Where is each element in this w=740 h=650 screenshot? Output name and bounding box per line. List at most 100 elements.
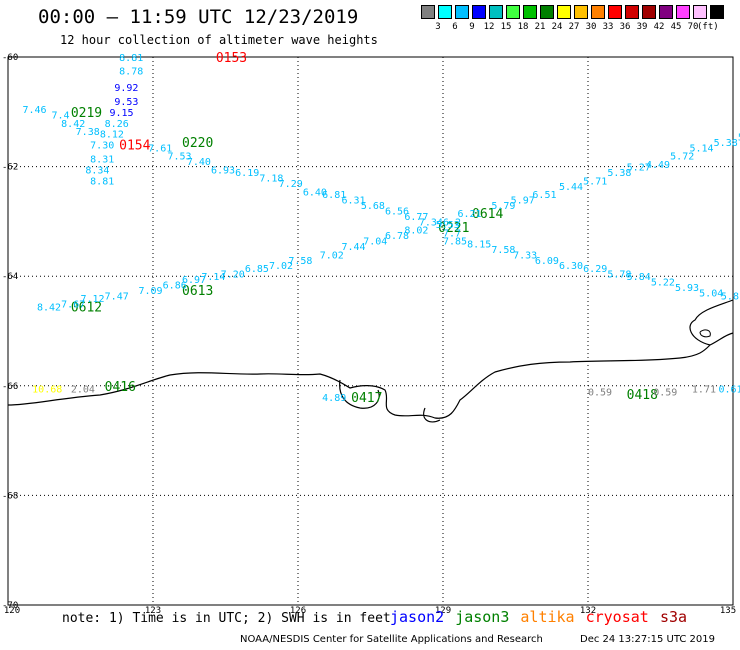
legend-jason3: jason3 (455, 608, 510, 626)
legend-s3a: s3a (660, 608, 688, 626)
swh-value: 10.68 (32, 385, 62, 396)
swh-value: 5.78 (607, 269, 631, 280)
swh-value: 9.92 (114, 83, 138, 94)
swh-value: 5.27 (627, 163, 651, 174)
scale-unit: (ft) (697, 22, 719, 32)
lat-tick-label: -70 (2, 601, 18, 611)
swh-value: 6.31 (342, 195, 366, 206)
axis-ticks: 120 123 126 129 132 135 -60 -62 -64 -66 -68 -70 (2, 53, 736, 616)
pass-time-label: 0614 (472, 207, 503, 222)
swh-value: 5.13 (738, 132, 740, 143)
swh-value: 6.85 (245, 264, 269, 275)
scale-label: 30 (585, 22, 597, 32)
swh-value: 6.56 (385, 206, 409, 217)
coastline-bay (423, 407, 441, 423)
scale-swatch (608, 5, 622, 19)
swh-value: 0.59 (588, 387, 612, 398)
scale-swatch (659, 5, 673, 19)
pass-time-label: 0220 (182, 136, 213, 151)
scale-label: 9 (469, 22, 475, 32)
swh-value: 8.42 (37, 302, 61, 313)
scale-swatch (540, 5, 554, 19)
note-text: note: 1) Time is in UTC; 2) SWH is in fe… (62, 611, 391, 626)
scale-label: 21 (534, 22, 546, 32)
scale-label: 33 (602, 22, 614, 32)
scale-swatch (642, 5, 656, 19)
swh-value: 6.51 (532, 190, 556, 201)
swh-value: 9.15 (110, 108, 134, 119)
lon-tick-label: 135 (720, 606, 736, 616)
swh-value: 7.40 (187, 157, 211, 168)
swh-value: 2.04 (71, 385, 95, 396)
timestamp-text: Dec 24 13:27:15 UTC 2019 (580, 634, 715, 645)
scale-swatch (421, 5, 435, 19)
scale-swatch (523, 5, 537, 19)
lat-tick-label: -62 (2, 163, 18, 173)
swh-values: 8.818.789.929.539.157.46 7.48.268.427.38 8… (23, 53, 740, 404)
swh-value: 5.53 (436, 220, 460, 231)
pass-time-label: 0612 (71, 300, 102, 315)
scale-label: 27 (568, 22, 580, 32)
coastline (7, 299, 734, 419)
swh-value: 6.19 (235, 168, 259, 179)
swh-value: 6.2 (443, 217, 461, 228)
lon-tick-label: 129 (435, 606, 451, 616)
scale-swatch (489, 5, 503, 19)
pass-time-label: 0613 (182, 284, 213, 299)
swh-value: 8.78 (119, 67, 143, 78)
swh-value: 0.61 (719, 385, 740, 396)
swh-value: 8.81 (90, 176, 114, 187)
swh-value: 6.81 (322, 190, 346, 201)
map-title: 00:00 – 11:59 UTC 12/23/2019 (38, 6, 359, 28)
legend-jason2: jason2 (390, 608, 445, 626)
scale-swatch (574, 5, 588, 19)
lon-tick-label: 123 (145, 606, 161, 616)
scale-label: 42 (653, 22, 665, 32)
swh-value: 7.47 (105, 291, 129, 302)
swh-value: 8.34 (85, 165, 109, 176)
swh-value: 5.84 (627, 272, 651, 283)
swh-value: 6.40 (303, 187, 327, 198)
swh-value: 8.15 (467, 239, 491, 250)
map-subtitle: 12 hour collection of altimeter wave hei… (60, 33, 378, 47)
scale-swatch (693, 5, 707, 19)
swh-value: 4.89 (322, 393, 346, 404)
scale-label: 18 (517, 22, 529, 32)
map-frame (7, 56, 734, 606)
swh-value: 5.97 (511, 195, 535, 206)
scale-swatch (625, 5, 639, 19)
swh-value: 7.34 (419, 217, 443, 228)
swh-value: 7.58 (491, 245, 515, 256)
swh-value: 5.38 (607, 168, 631, 179)
scale-label: 15 (500, 22, 512, 32)
scale-label: 70 (687, 22, 699, 32)
swh-value: 7.33 (513, 250, 537, 261)
scale-swatch (591, 5, 605, 19)
scale-label: 3 (435, 22, 441, 32)
swh-value: 7.09 (139, 286, 163, 297)
credit-text: NOAA/NESDIS Center for Satellite Applica… (240, 634, 543, 645)
scale-label: 12 (483, 22, 495, 32)
swh-value: 4.49 (646, 160, 670, 171)
scale-swatch (506, 5, 520, 19)
scale-swatch (557, 5, 571, 19)
swh-value: 8.12 (100, 130, 124, 141)
swh-value: 7.02 (269, 261, 293, 272)
scale-label: 39 (636, 22, 648, 32)
swh-value: 5.38 (714, 138, 738, 149)
legend-cryosat: cryosat (585, 608, 649, 626)
swh-value: 7.58 (288, 256, 312, 267)
lat-tick-label: -64 (2, 272, 18, 282)
lon-tick-label: 126 (290, 606, 306, 616)
swh-value: 5.04 (699, 289, 723, 300)
coastline-island (699, 329, 711, 338)
scale-swatch (710, 5, 724, 19)
pass-time-label: 0153 (216, 51, 247, 66)
swh-value: 5.93 (675, 283, 699, 294)
pass-time-label: 0221 (438, 221, 469, 236)
swh-value: 0.59 (653, 387, 677, 398)
swh-value: 7.04 (363, 237, 387, 248)
swh-value: 7.4 (52, 111, 70, 122)
